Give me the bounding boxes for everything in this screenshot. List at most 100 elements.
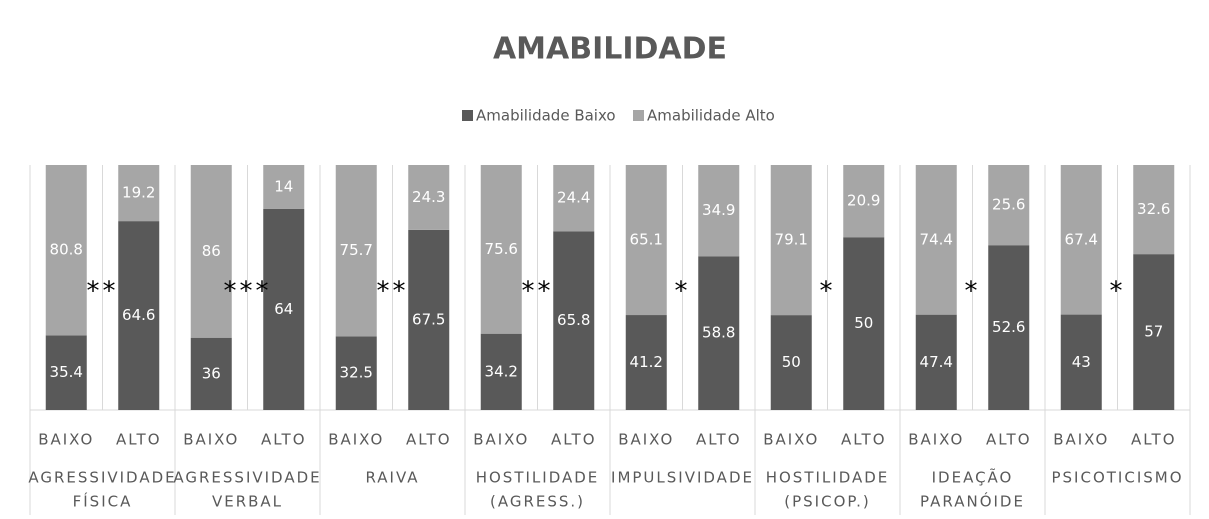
x-tick-label: BAIXO [1053,431,1109,449]
group-label: HOSTILIDADE [766,469,890,487]
value-label: 80.8 [50,241,83,259]
value-label: 52.6 [992,318,1025,336]
bar-segment [698,256,740,410]
bar-segment [335,165,377,337]
group-label: RAIVA [365,469,419,487]
group-label: AGRESSIVIDADE [173,469,321,487]
value-label: 64.6 [122,306,155,324]
group-label: HOSTILIDADE [476,469,600,487]
value-label: 14 [274,177,293,195]
bar-segment [915,165,957,315]
value-label: 35.4 [50,363,83,381]
bar-segment [553,165,595,232]
value-label: 36 [202,364,221,382]
value-label: 50 [854,314,873,332]
value-label: 57 [1144,323,1163,341]
value-label: 79.1 [775,231,808,249]
x-tick-label: BAIXO [473,431,529,449]
value-label: 43 [1072,353,1091,371]
x-tick-label: ALTO [261,431,307,449]
bar-segment [45,165,87,336]
group-label: AGRESSIVIDADE [28,469,176,487]
bar-segment [408,165,450,230]
bar-segment [843,237,885,410]
significance: ** [522,277,554,307]
group-label: PARANÓIDE [920,492,1025,511]
value-label: 19.2 [122,184,155,202]
value-label: 41.2 [630,353,663,371]
bar-segment [843,165,885,238]
value-label: 25.6 [992,196,1025,214]
group-label: IDEAÇÃO [932,468,1014,487]
significance: *** [224,277,272,307]
bar-segment [1060,314,1102,410]
x-tick-label: ALTO [986,431,1032,449]
value-label: 75.7 [340,241,373,259]
value-label: 86 [202,242,221,260]
group-label: PSICOTICISMO [1051,469,1183,487]
value-label: 74.4 [920,230,953,248]
value-label: 32.5 [340,364,373,382]
significance: ** [377,277,409,307]
value-label: 20.9 [847,192,880,210]
bar-segment [915,314,957,410]
bar-segment [553,231,595,410]
bar-segment [480,165,522,334]
bar-segment [118,221,160,410]
bar-segment [263,208,305,410]
bar-segment [988,245,1030,410]
bar-segment [1060,165,1102,315]
x-tick-label: ALTO [841,431,887,449]
legend-label: Amabilidade Alto [647,107,775,125]
value-label: 75.6 [485,240,518,258]
bar-segment [408,229,450,410]
legend-swatch [462,110,473,121]
x-tick-label: ALTO [1131,431,1177,449]
bar-segment [988,165,1030,246]
bar-segment [118,165,160,222]
significance: * [965,277,981,307]
value-label: 34.9 [702,201,735,219]
legend-label: Amabilidade Baixo [476,107,616,125]
bar-segment [263,165,305,209]
chart-title: AMABILIDADE [493,32,727,67]
value-label: 24.3 [412,188,445,206]
group-label: (AGRESS.) [490,493,585,511]
group-label: VERBAL [212,493,283,511]
value-label: 58.8 [702,324,735,342]
bar-segment [625,165,667,316]
value-label: 67.5 [412,310,445,328]
group-label: IMPULSIVIDADE [611,469,754,487]
bar-segment [190,337,232,410]
bar-segment [190,165,232,338]
significance: * [820,277,836,307]
significance: ** [87,277,119,307]
value-label: 24.4 [557,189,590,207]
x-tick-label: ALTO [116,431,162,449]
significance: * [1110,277,1126,307]
value-label: 65.1 [630,231,663,249]
x-tick-label: BAIXO [38,431,94,449]
bar-segment [45,335,87,410]
significance: * [675,277,691,307]
x-tick-label: BAIXO [183,431,239,449]
x-tick-label: BAIXO [618,431,674,449]
x-tick-label: ALTO [696,431,742,449]
value-label: 65.8 [557,311,590,329]
value-label: 67.4 [1065,230,1098,248]
x-tick-label: BAIXO [908,431,964,449]
bar-segment [335,336,377,410]
value-label: 64 [274,300,293,318]
bar-segment [1133,165,1175,255]
bar-segment [1133,254,1175,410]
value-label: 47.4 [920,353,953,371]
bar-segment [770,315,812,410]
x-tick-label: BAIXO [763,431,819,449]
bar-segment [770,165,812,316]
x-tick-label: ALTO [406,431,452,449]
bar-segment [698,165,740,257]
group-label: FÍSICA [73,492,133,511]
legend-swatch [633,110,644,121]
bar-segment [480,333,522,410]
